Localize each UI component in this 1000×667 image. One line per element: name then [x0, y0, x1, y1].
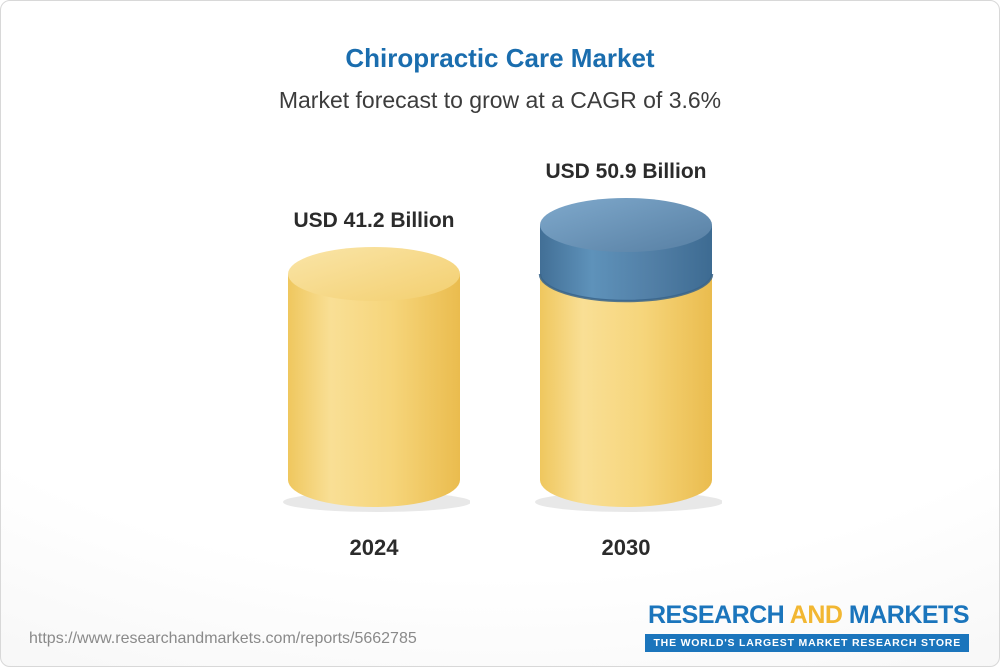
- bar-group-2030: USD 50.9 Billion 2030: [530, 160, 723, 561]
- chart-area: USD 41.2 Billion 2024 USD 50.9 Billion 2…: [1, 160, 999, 561]
- chart-title: Chiropractic Care Market: [345, 43, 655, 73]
- cylinder-2030: [530, 198, 723, 515]
- logo-wordmark: RESEARCH AND MARKETS: [645, 601, 970, 630]
- logo-word-markets: MARKETS: [848, 601, 970, 629]
- research-and-markets-logo: RESEARCH AND MARKETS THE WORLD'S LARGEST…: [645, 601, 970, 652]
- report-url: https://www.researchandmarkets.com/repor…: [29, 630, 417, 647]
- logo-word-research: RESEARCH: [647, 601, 785, 629]
- chart-subtitle: Market forecast to grow at a CAGR of 3.6…: [278, 87, 722, 113]
- year-label-2024: 2024: [349, 535, 399, 560]
- logo-word-and: AND: [789, 601, 843, 629]
- year-label-2030: 2030: [601, 535, 651, 560]
- value-label-2024: USD 41.2 Billion: [293, 209, 455, 232]
- cylinder-2024: [278, 247, 471, 515]
- bar-group-2024: USD 41.2 Billion 2024: [278, 209, 471, 561]
- logo-tagline: THE WORLD'S LARGEST MARKET RESEARCH STOR…: [645, 634, 969, 652]
- value-label-2030: USD 50.9 Billion: [545, 160, 707, 183]
